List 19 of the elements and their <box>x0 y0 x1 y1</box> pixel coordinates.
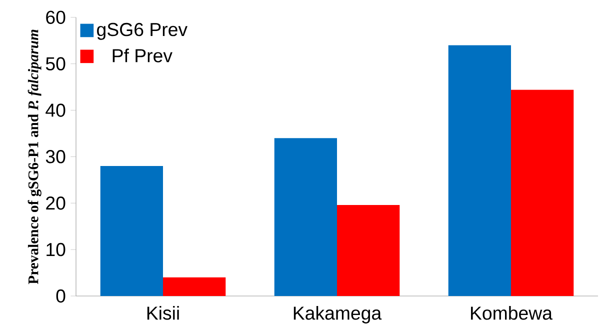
x-tick-label: Kombewa <box>471 306 553 320</box>
y-axis-title: Prevalence of gSG6-P1 and P. falciparum <box>28 30 42 284</box>
x-tick-label: Kakamega <box>294 306 382 324</box>
y-tick-label: 0 <box>56 289 66 303</box>
legend-label: gSG6 Prev <box>97 22 188 40</box>
y-tick-label: 10 <box>46 242 66 256</box>
bar <box>511 90 574 296</box>
bar <box>337 204 400 296</box>
bar <box>163 277 226 296</box>
bar <box>274 138 338 296</box>
y-tick-label: 60 <box>46 10 66 24</box>
y-tick-label: 40 <box>46 104 66 117</box>
bar <box>100 166 163 296</box>
y-tick-label: 50 <box>46 57 66 70</box>
y-tick-label: 20 <box>46 196 66 210</box>
legend-label: Pf Prev <box>112 48 172 62</box>
bar <box>448 45 511 296</box>
x-tick-label: Kisii <box>147 306 179 320</box>
y-tick-label: 30 <box>46 150 66 164</box>
